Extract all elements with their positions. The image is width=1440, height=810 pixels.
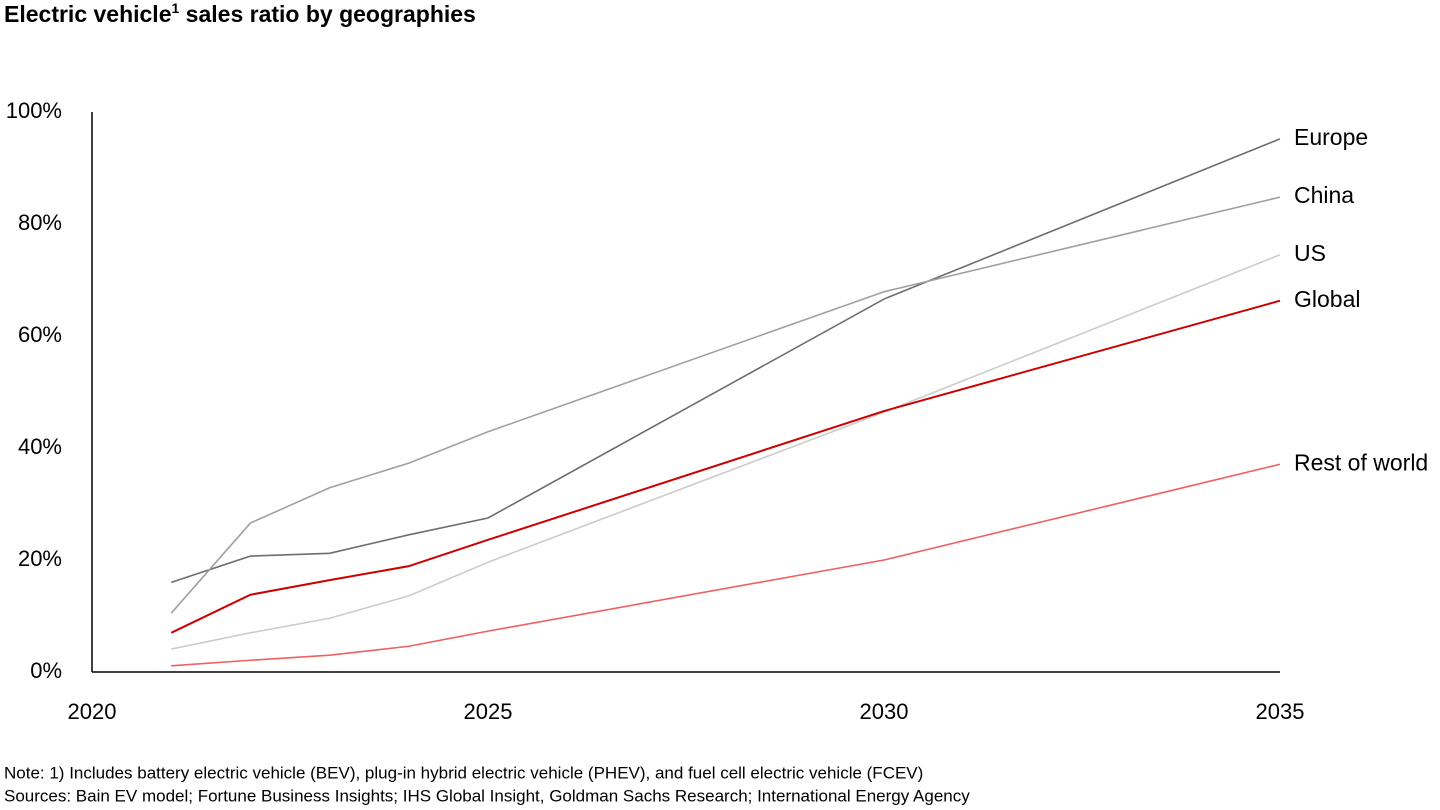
title-text: Electric vehicle <box>4 1 172 27</box>
series-line <box>170 138 1281 584</box>
series-label: Rest of world <box>1294 449 1428 475</box>
series-label: Global <box>1294 286 1360 312</box>
y-tick-label: 0% <box>30 658 62 683</box>
x-tick-label: 2020 <box>68 699 117 724</box>
series-line <box>171 254 1281 650</box>
series-label: Europe <box>1294 124 1368 150</box>
series-label: US <box>1294 240 1326 266</box>
note: Sources: Bain EV model; Fortune Business… <box>4 786 970 805</box>
y-tick-label: 20% <box>18 546 62 571</box>
chart-title: Electric vehicle1 sales ratio by geograp… <box>4 0 476 27</box>
y-tick-label: 60% <box>18 322 62 347</box>
x-tick-label: 2030 <box>860 699 909 724</box>
title-text: sales ratio by geographies <box>179 1 476 27</box>
series-line <box>171 463 1281 667</box>
y-tick-label: 80% <box>18 210 62 235</box>
y-tick-label: 100% <box>6 98 62 123</box>
series-label: China <box>1294 182 1354 208</box>
x-tick-label: 2025 <box>464 699 513 724</box>
y-tick-label: 40% <box>18 434 62 459</box>
title-superscript: 1 <box>172 0 180 16</box>
note: Note: 1) Includes battery electric vehic… <box>4 763 923 782</box>
x-tick-label: 2035 <box>1256 699 1305 724</box>
series-line <box>170 196 1281 614</box>
series-line <box>170 299 1281 634</box>
